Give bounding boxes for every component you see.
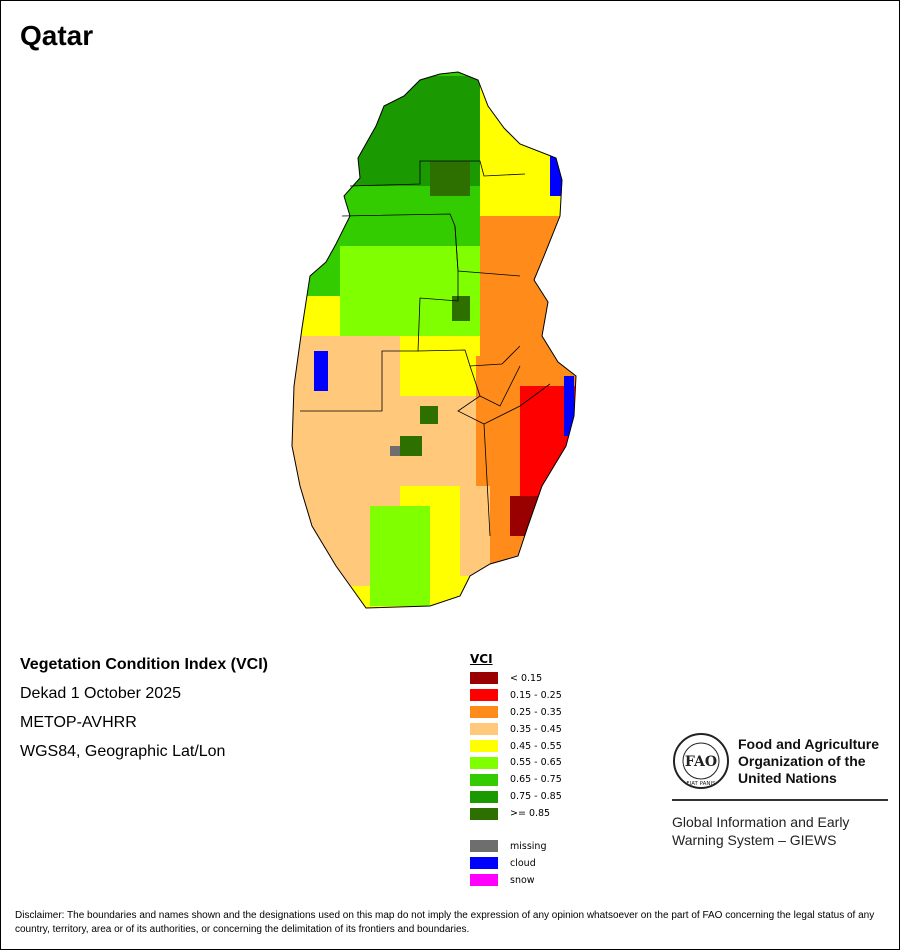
legend-swatch (470, 857, 498, 870)
legend-swatch (470, 706, 498, 719)
legend-classes: < 0.15 0.15 - 0.25 0.25 - 0.35 0.35 - 0.45 0… (470, 670, 562, 822)
fao-name: Food and Agriculture Organization of the… (738, 735, 880, 786)
legend-special: missing cloud snow (470, 838, 562, 889)
legend-label: >= 0.85 (510, 808, 551, 820)
giews-label: Global Information and Early Warning Sys… (672, 814, 850, 848)
legend-label: missing (510, 840, 547, 852)
svg-text:FAO: FAO (685, 754, 717, 770)
fao-logo-block: FAO FIAT PANIS Food and Agriculture Orga… (672, 732, 888, 790)
legend-swatch (470, 790, 498, 803)
vci-map (291, 71, 577, 609)
legend-swatch (470, 672, 498, 685)
legend-label: snow (510, 874, 535, 886)
legend-item: snow (470, 872, 562, 889)
legend-label: cloud (510, 857, 536, 869)
map-metadata: Vegetation Condition Index (VCI) Dekad 1… (20, 656, 268, 772)
legend-item: 0.35 - 0.45 (470, 721, 562, 738)
legend-label: 0.35 - 0.45 (510, 723, 562, 735)
sensor-label: METOP-AVHRR (20, 714, 137, 731)
legend-swatch (470, 840, 498, 853)
legend-label: 0.45 - 0.55 (510, 740, 562, 752)
product-title: Vegetation Condition Index (VCI) (20, 656, 268, 673)
legend-label: < 0.15 (510, 672, 543, 684)
legend-label: 0.75 - 0.85 (510, 791, 562, 803)
legend-label: 0.55 - 0.65 (510, 757, 562, 769)
svg-text:FIAT PANIS: FIAT PANIS (686, 781, 716, 787)
fao-divider (672, 799, 888, 801)
legend-item: 0.75 - 0.85 (470, 788, 562, 805)
legend-label: 0.25 - 0.35 (510, 706, 562, 718)
legend-item: 0.45 - 0.55 (470, 738, 562, 755)
legend-item: 0.65 - 0.75 (470, 771, 562, 788)
vci-legend: VCI < 0.15 0.15 - 0.25 0.25 - 0.35 0.35 - 0… (470, 652, 562, 889)
fao-branding: FAO FIAT PANIS Food and Agriculture Orga… (672, 732, 888, 849)
legend-item: missing (470, 838, 562, 855)
legend-swatch (470, 773, 498, 786)
legend-swatch (470, 807, 498, 820)
period-label: Dekad 1 October 2025 (20, 685, 181, 702)
legend-label: 0.15 - 0.25 (510, 689, 562, 701)
disclaimer: Disclaimer: The boundaries and names sho… (15, 910, 875, 935)
legend-swatch (470, 723, 498, 736)
legend-heading: VCI (470, 652, 493, 666)
legend-item: 0.15 - 0.25 (470, 687, 562, 704)
legend-swatch (470, 756, 498, 769)
fao-emblem-icon: FAO FIAT PANIS (673, 733, 729, 789)
legend-label: 0.65 - 0.75 (510, 774, 562, 786)
legend-item: cloud (470, 855, 562, 872)
legend-swatch (470, 740, 498, 752)
legend-swatch (470, 689, 498, 702)
legend-item: < 0.15 (470, 670, 562, 687)
legend-item: 0.25 - 0.35 (470, 704, 562, 721)
country-title: Qatar (20, 20, 94, 51)
legend-item: >= 0.85 (470, 805, 562, 822)
legend-swatch (470, 874, 498, 887)
legend-item: 0.55 - 0.65 (470, 754, 562, 771)
projection-label: WGS84, Geographic Lat/Lon (20, 743, 226, 760)
